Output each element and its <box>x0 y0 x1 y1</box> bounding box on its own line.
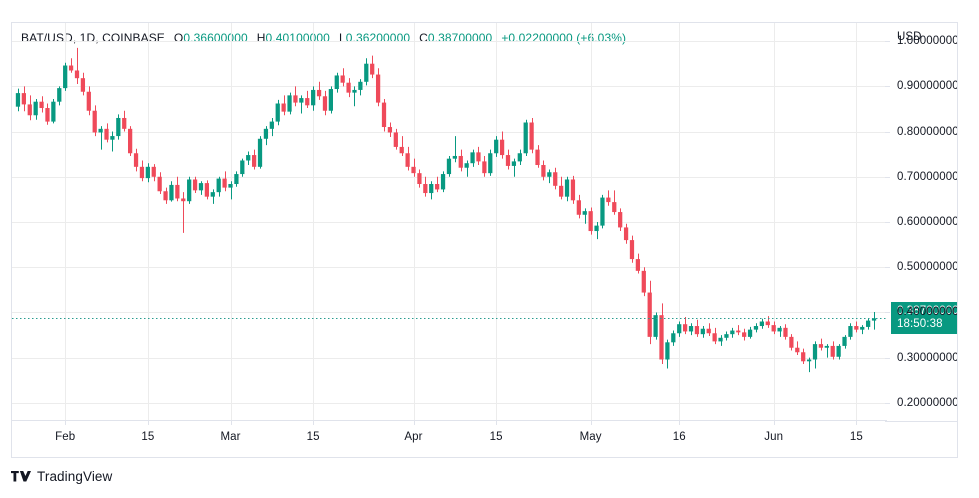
time-axis-label: Mar <box>220 431 241 443</box>
time-axis-tick <box>313 421 314 425</box>
chart-plot-area[interactable] <box>12 23 887 421</box>
tradingview-logo-text: TradingView <box>37 468 113 484</box>
price-axis-tick <box>885 86 890 87</box>
time-axis-tick <box>65 421 66 425</box>
tradingview-branding[interactable]: TradingView <box>11 466 112 486</box>
low-label: L <box>338 31 346 45</box>
price-axis-label: 1.00000000 <box>897 35 957 48</box>
tradingview-logo-icon <box>11 470 31 481</box>
time-axis-tick <box>148 421 149 425</box>
time-axis-label: 15 <box>489 431 503 443</box>
high-label: H <box>256 31 266 45</box>
price-axis-label: 0.50000000 <box>897 261 957 274</box>
price-axis-label: 0.20000000 <box>897 396 957 409</box>
price-axis-label: 0.40000000 <box>897 306 957 319</box>
time-axis-label: Jun <box>764 431 784 443</box>
time-axis-label: 15 <box>306 431 320 443</box>
time-axis-tick <box>679 421 680 425</box>
scale-corner <box>885 421 957 457</box>
price-axis-label: 0.70000000 <box>897 170 957 183</box>
candlestick-series <box>12 23 887 421</box>
time-axis-label: 16 <box>672 431 686 443</box>
price-axis-tick <box>885 403 890 404</box>
time-axis-tick <box>856 421 857 425</box>
tradingview-chart-widget[interactable]: BAT/USD, 1D, COINBASE O0.36600000 H0.401… <box>11 22 958 458</box>
price-axis-tick <box>885 132 890 133</box>
time-axis-tick <box>774 421 775 425</box>
price-axis-tick <box>885 267 890 268</box>
time-axis-label: May <box>579 431 602 443</box>
time-axis-label: 15 <box>141 431 155 443</box>
price-axis-tick <box>885 312 890 313</box>
time-axis-label: Apr <box>404 431 423 443</box>
price-axis-label: 0.60000000 <box>897 216 957 228</box>
time-axis-label: 15 <box>849 431 863 443</box>
current-price-badge: 0.38700000 18:50:38 <box>891 302 957 335</box>
price-scale[interactable]: USD 0.38700000 18:50:38 1.00000000 0.9000… <box>885 23 957 421</box>
time-axis-tick <box>496 421 497 425</box>
time-axis-tick <box>591 421 592 425</box>
price-axis-tick <box>885 41 890 42</box>
price-axis-tick <box>885 222 890 223</box>
time-scale[interactable]: Feb 15 Mar 15 Apr 15 May 16 Jun 15 <box>12 420 887 457</box>
price-axis-tick <box>885 358 890 359</box>
time-axis-tick <box>231 421 232 425</box>
price-axis-label: 0.30000000 <box>897 351 957 364</box>
close-label: C <box>419 31 428 45</box>
time-axis-tick <box>414 421 415 425</box>
open-label: O <box>173 31 184 45</box>
price-axis-label: 0.80000000 <box>897 125 957 138</box>
price-axis-label: 0.90000000 <box>897 80 957 93</box>
current-price-value: 0.38700000 <box>897 305 957 318</box>
price-axis-tick <box>885 177 890 178</box>
current-time-value: 18:50:38 <box>897 318 943 331</box>
currency-label: USD <box>897 31 922 43</box>
time-axis-label: Feb <box>55 431 76 443</box>
